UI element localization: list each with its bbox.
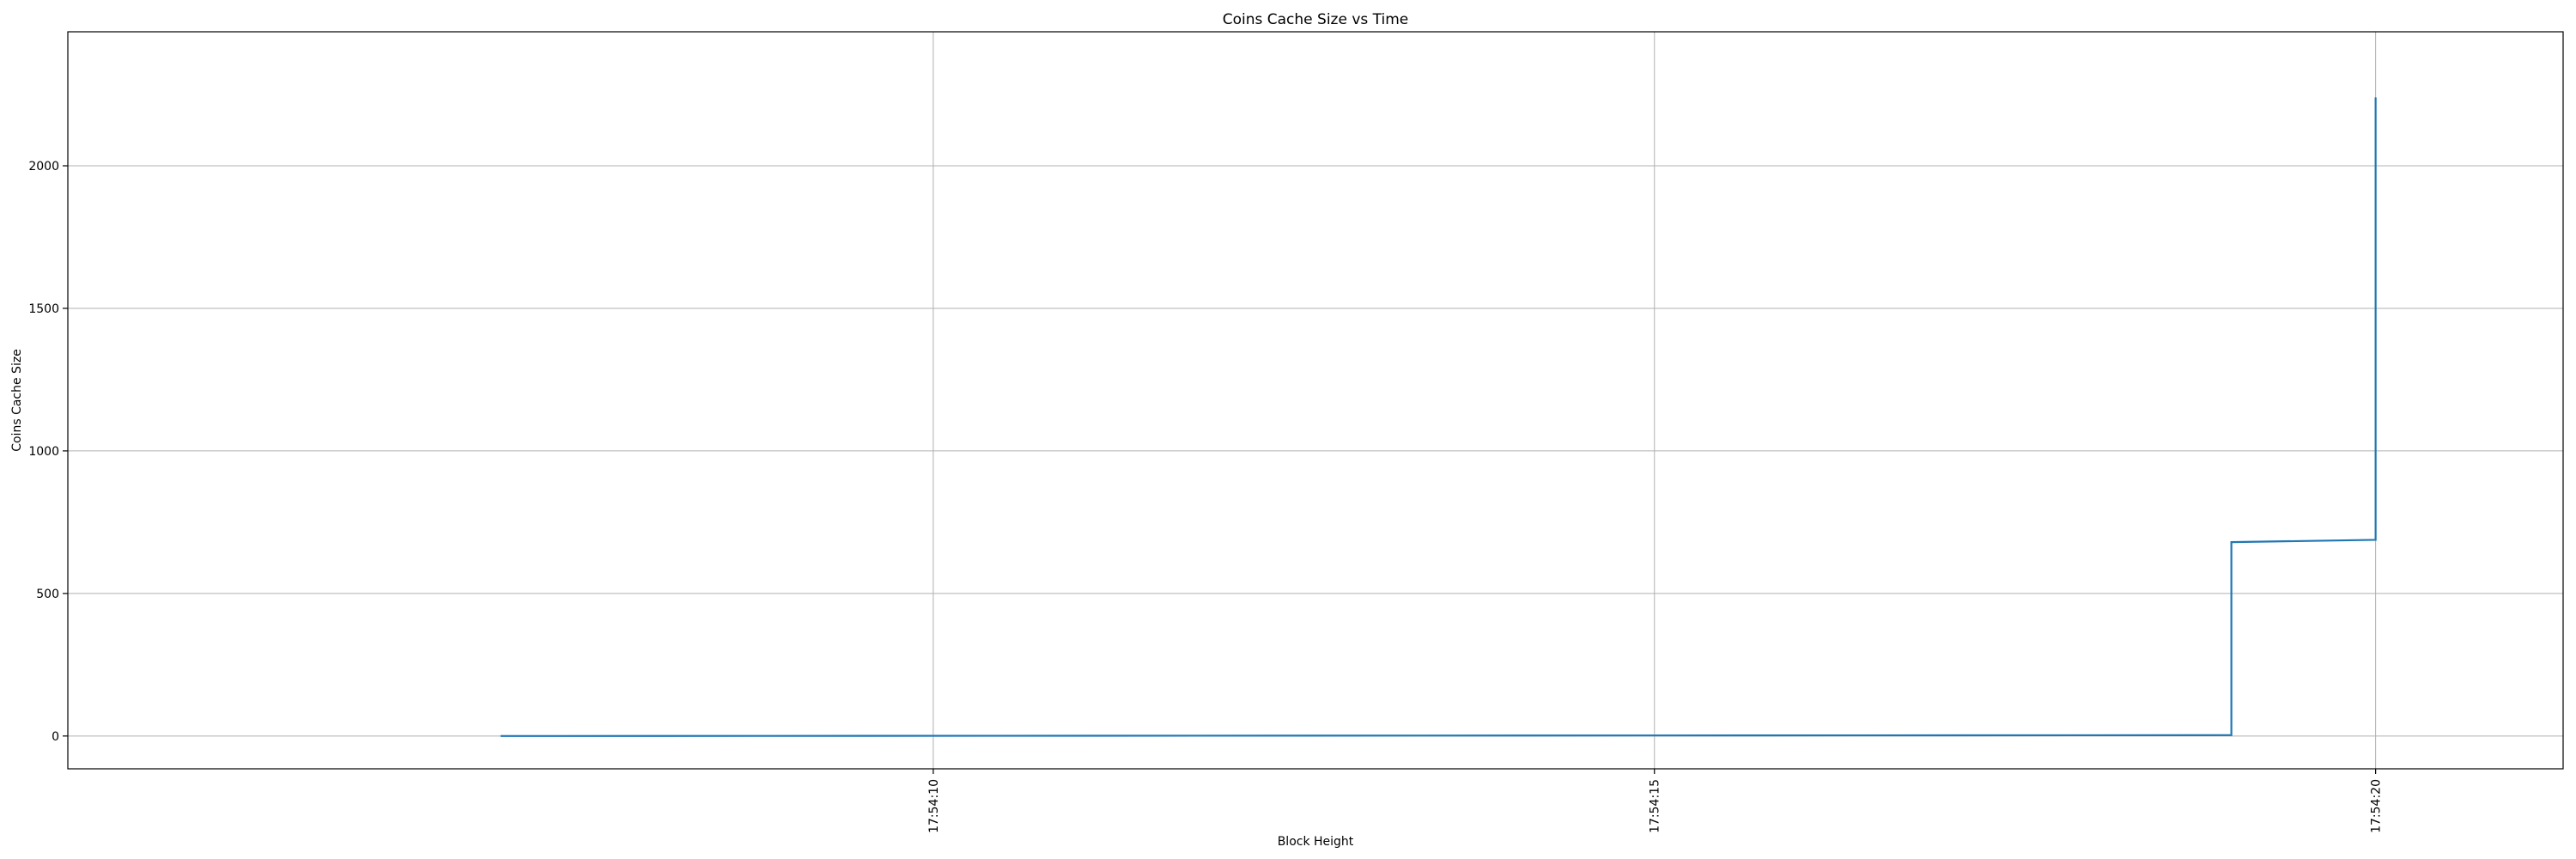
x-tick-label: 17:54:15 (1649, 779, 1662, 833)
y-axis-label: Coins Cache Size (10, 349, 24, 452)
y-tick-label: 1000 (28, 445, 59, 459)
y-tick-label: 500 (36, 588, 59, 601)
x-axis-label: Block Height (1278, 835, 1354, 849)
y-tick-label: 1500 (28, 302, 59, 316)
x-tick-label: 17:54:10 (927, 779, 941, 833)
y-tick-label: 2000 (28, 160, 59, 174)
x-tick-label: 17:54:20 (2370, 779, 2384, 833)
series-layer (500, 97, 2377, 737)
plot-area-frame (67, 31, 2564, 770)
y-tick-label: 0 (52, 730, 59, 744)
series-line-0 (500, 97, 2377, 737)
chart-title: Coins Cache Size vs Time (1223, 11, 1409, 28)
axis-ticks: 0 500 1000 1500 2000 17:54:10 17:54:15 17:54:20 (28, 160, 2383, 833)
